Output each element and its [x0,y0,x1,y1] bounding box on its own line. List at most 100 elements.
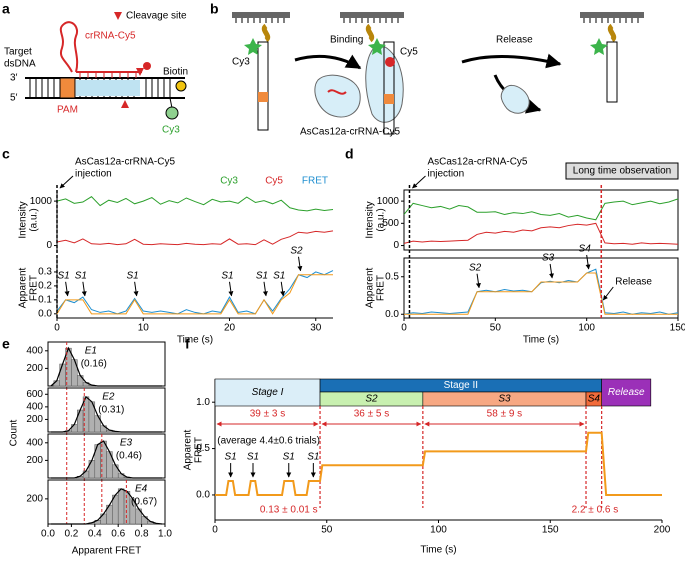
target-region [76,80,140,96]
protein [314,74,361,118]
frame [403,189,679,251]
duration-label: 58 ± 9 s [487,409,523,420]
axis-title: (a.u.) [376,208,387,231]
arrow [59,175,74,189]
cy5-dye [385,57,395,67]
bar [59,363,66,387]
fit-curve [50,346,163,387]
panel-label: f [185,336,190,352]
arrow [294,54,362,70]
fret-trace [215,431,662,496]
surface [340,12,404,18]
arrow [412,175,426,189]
x-tick-label: 150 [670,323,685,334]
axis-title: FRET [194,437,205,463]
linker [169,97,173,109]
cleavage-marker [136,68,144,76]
pam [384,94,394,104]
peak-name: E3 [120,438,133,449]
x-tick-label: 0.6 [111,529,125,540]
bar [77,409,84,433]
bar [71,424,78,433]
y-tick-label: 0.5 [196,443,210,454]
trace [56,196,334,212]
trace [403,222,679,245]
label: AsCas12a-crRNA-Cy5 [300,127,400,138]
x-tick-label: 200 [654,525,671,536]
state-label: S1 [127,271,139,282]
arrow [262,281,268,297]
x-tick-label: 0.0 [41,529,55,540]
state-label: S1 [225,452,237,463]
y-tick-label: 0.0 [196,490,210,501]
crrna-pairs [79,72,137,78]
y-tick-label: 200 [26,414,43,425]
peak-name: E1 [85,346,97,357]
peak-label: (0.67) [131,497,157,508]
arrow [133,281,139,297]
streptavidin [365,23,375,43]
axis-title: Apparent FRET [72,546,141,557]
stage-label: Stage I [252,387,284,398]
label: Target [4,47,32,58]
arrow [280,281,286,297]
label: Cleavage site [126,11,187,22]
x-tick-label: 30 [310,323,322,334]
y-tick-label: 0.3 [38,267,52,278]
x-tick-label: 0.8 [135,529,149,540]
fit-curve [50,488,163,525]
y-tick-label: 0 [393,240,399,251]
trace [56,270,334,315]
state-label: S4 [579,244,592,255]
trace [404,272,678,315]
label: 5′ [10,93,18,104]
axis-title: FRET [376,275,387,301]
bar [117,488,125,525]
schematic-a: Cleavage site crRNA-Cy5 Target dsDNA 3′ … [4,11,188,136]
surface [232,12,290,18]
x-tick-label: 50 [490,323,502,334]
arrow [602,286,614,301]
stage-label: Release [608,387,645,398]
label: 3′ [10,73,18,84]
y-tick-label: 200 [26,363,43,374]
streptavidin [607,23,617,43]
y-tick-label: 0.2 [38,281,52,292]
axis-title: Apparent [183,429,194,470]
label: Cy3 [162,125,180,136]
substage-label: S2 [365,394,378,405]
annotation: injection [75,169,112,180]
panel-label: d [345,146,354,162]
cy5-dye [143,62,151,70]
axis-title: Time (s) [177,335,213,346]
arrow [585,254,591,270]
arrow [64,281,70,297]
dna [383,41,395,135]
peg-brush [235,18,639,23]
crrna [59,21,142,73]
state-label: S1 [247,452,259,463]
arrow [81,281,87,297]
fit-curve [50,395,163,433]
y-tick-label: 0.0 [385,309,399,320]
x-tick-label: 0 [54,323,60,334]
panel-label: c [2,146,10,162]
duration-label: 39 ± 3 s [250,409,286,420]
bar [112,464,119,479]
y-tick-label: 0.0 [38,308,52,319]
x-tick-label: 150 [542,525,559,536]
label: Cy3 [232,57,250,68]
peak-label: (0.31) [98,405,124,416]
annotation: Release [615,277,652,288]
fit-curve [50,440,163,479]
trials-label: (average 4.4±0.6 trials) [217,436,320,447]
axis-title: Apparent [18,267,29,308]
label: Cy5 [400,47,418,58]
y-tick-label: 1.0 [196,397,210,408]
x-tick-label: 0 [401,323,407,334]
substage-label: S4 [588,394,601,405]
panel-label: e [2,336,10,352]
state-label: S1 [58,271,70,282]
label: crRNA-Cy5 [85,31,136,42]
axis-title: Time (s) [523,335,559,346]
